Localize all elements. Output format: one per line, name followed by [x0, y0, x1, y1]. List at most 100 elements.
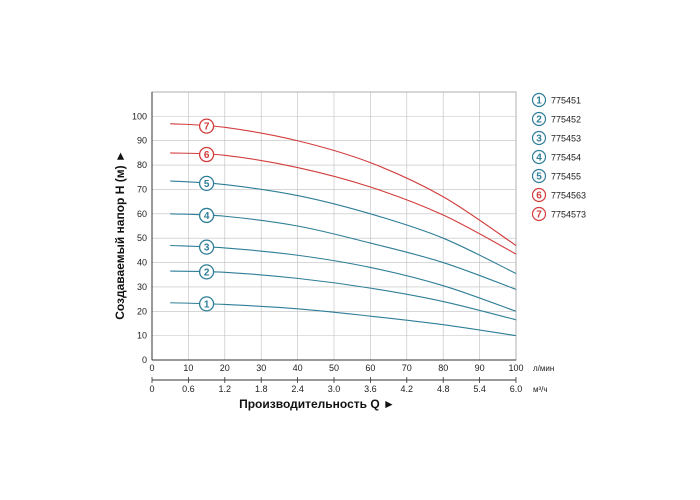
legend-marker-label: 1: [536, 96, 542, 107]
y-tick-label: 60: [137, 209, 147, 219]
series-line-3: [170, 244, 517, 312]
x2-tick-label: 6.0: [510, 384, 523, 394]
x-tick-label: 30: [256, 363, 266, 373]
x-tick-label: 80: [438, 363, 448, 373]
marker-label: 2: [204, 267, 210, 278]
legend: 1 775451 2 775452 3 775453 4 775454 5 775455 6 7754…: [531, 92, 586, 222]
x2-tick-label: 4.8: [437, 384, 450, 394]
x2-tick-label: 0: [149, 384, 154, 394]
legend-label: 775452: [551, 115, 581, 125]
legend-marker-label: 2: [536, 115, 542, 126]
legend-item-1: 1 775451: [531, 92, 581, 108]
legend-marker-label: 7: [536, 210, 542, 221]
y-tick-label: 80: [137, 160, 147, 170]
y-tick-label: 10: [137, 331, 147, 341]
x-tick-label: 40: [293, 363, 303, 373]
x-tick-label: 20: [220, 363, 230, 373]
legend-marker-label: 5: [536, 172, 542, 183]
legend-marker: [531, 206, 547, 222]
marker-circle: [198, 264, 215, 280]
legend-label: 775455: [551, 172, 581, 182]
series-marker-7: 7: [198, 118, 215, 134]
marker-label: 6: [204, 150, 210, 161]
series-lines: [170, 123, 517, 337]
series-marker-2: 2: [198, 264, 215, 280]
legend-label: 775451: [551, 96, 581, 106]
series-line-7: [170, 123, 517, 246]
legend-label: 775453: [551, 134, 581, 144]
x-tick-label: 10: [183, 363, 193, 373]
marker-label: 7: [204, 122, 210, 133]
series-line-4: [170, 213, 517, 290]
grid: [151, 91, 517, 381]
series-line-1: [170, 302, 517, 337]
x2-tick-label: 1.2: [219, 384, 232, 394]
legend-marker-label: 3: [536, 134, 542, 145]
y-axis-ticks: 0 10 20 30 40 50 60 70 80 90 100: [132, 111, 147, 365]
x-tick-label: 50: [329, 363, 339, 373]
legend-item-6: 6 7754563: [531, 187, 586, 203]
legend-marker: [531, 111, 547, 127]
legend-label: 7754563: [551, 191, 586, 201]
marker-circle: [198, 118, 215, 134]
x2-axis-ticks: 0 0.6 1.2 1.8 2.4 3.0 3.6 4.2 4.8 5.4 6.0: [149, 377, 522, 394]
legend-item-4: 4 775454: [531, 149, 581, 165]
series-line-6: [170, 152, 517, 255]
y-axis-title: Создаваемый напор H (м) ►: [113, 150, 127, 320]
y-tick-label: 40: [137, 258, 147, 268]
marker-label: 1: [204, 299, 210, 310]
y-tick-label: 50: [137, 233, 147, 243]
series-marker-1: 1: [198, 296, 215, 312]
legend-marker: [531, 130, 547, 146]
y-tick-label: 100: [132, 111, 147, 121]
x-unit-label: л/мин: [533, 364, 554, 373]
y-tick-label: 30: [137, 282, 147, 292]
series-line-2: [170, 270, 517, 321]
series-line-5: [170, 180, 517, 275]
x-tick-label: 70: [402, 363, 412, 373]
x2-tick-label: 1.8: [255, 384, 268, 394]
series-marker-4: 4: [198, 207, 215, 224]
marker-circle: [198, 296, 215, 312]
x-tick-label: 90: [475, 363, 485, 373]
marker-label: 5: [204, 179, 210, 190]
legend-item-5: 5 775455: [531, 168, 581, 184]
x-tick-label: 0: [149, 363, 154, 373]
x-tick-label: 60: [365, 363, 375, 373]
legend-marker-label: 4: [536, 153, 542, 164]
legend-marker: [531, 149, 547, 165]
x2-tick-label: 2.4: [291, 384, 304, 394]
legend-item-7: 7 7754573: [531, 206, 586, 222]
y-tick-label: 0: [142, 355, 147, 365]
legend-item-3: 3 775453: [531, 130, 581, 146]
marker-circle: [198, 239, 215, 255]
marker-circle: [198, 175, 215, 192]
x2-unit-label: м³/ч: [533, 385, 548, 394]
legend-marker-label: 6: [536, 191, 542, 202]
marker-circle: [198, 207, 215, 224]
marker-label: 3: [204, 243, 210, 254]
y-tick-label: 90: [137, 136, 147, 146]
series-marker-5: 5: [198, 175, 215, 192]
y-tick-label: 20: [137, 306, 147, 316]
x-axis-title: Производительность Q ►: [239, 397, 395, 411]
legend-item-2: 2 775452: [531, 111, 581, 127]
x2-tick-label: 3.0: [328, 384, 341, 394]
legend-label: 775454: [551, 153, 581, 163]
x2-tick-label: 4.2: [401, 384, 414, 394]
x2-tick-label: 5.4: [473, 384, 486, 394]
y-tick-label: 70: [137, 184, 147, 194]
legend-marker: [531, 92, 547, 108]
x2-tick-label: 0.6: [182, 384, 195, 394]
legend-marker: [531, 187, 547, 203]
series-marker-6: 6: [198, 146, 215, 163]
marker-circle: [198, 146, 215, 163]
legend-label: 7754573: [551, 210, 586, 220]
legend-marker: [531, 168, 547, 184]
x-axis-ticks: 0 10 20 30 40 50 60 70 80 90 100: [149, 363, 523, 373]
x-tick-label: 100: [508, 363, 523, 373]
marker-label: 4: [204, 211, 210, 222]
x2-tick-label: 3.6: [364, 384, 377, 394]
series-markers: 1 2 3 4 5 6 7: [198, 118, 215, 312]
